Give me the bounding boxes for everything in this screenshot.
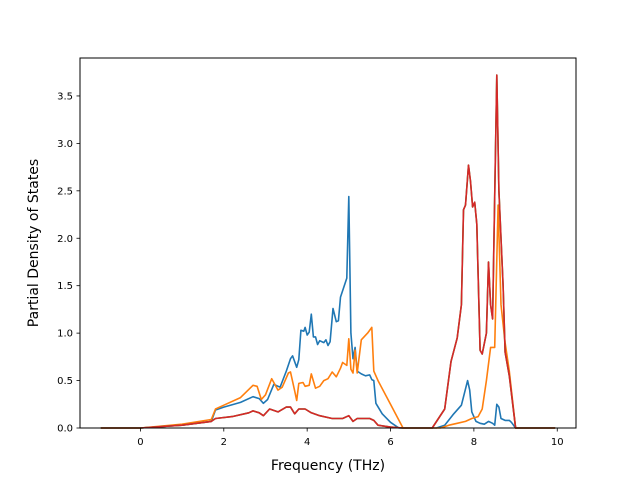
y-tick-label: 2.0 — [57, 234, 73, 245]
x-axis: 0 2 4 6 8 10 — [137, 428, 564, 448]
y-tick-label: 3.0 — [57, 139, 73, 150]
y-axis-title: Partial Density of States — [26, 159, 42, 327]
x-tick-label: 2 — [221, 437, 227, 448]
plot-frame — [79, 57, 577, 429]
y-tick-label: 1.5 — [57, 281, 73, 292]
x-tick-label: 0 — [137, 437, 143, 448]
y-axis: 0.0 0.5 1.0 1.5 2.0 2.5 3.0 3.5 — [57, 91, 80, 435]
y-tick-label: 2.5 — [57, 186, 73, 197]
y-tick-label: 3.5 — [57, 91, 73, 102]
x-tick-label: 4 — [304, 437, 310, 448]
series-line-4 — [100, 74, 556, 429]
y-tick-label: 0.0 — [57, 424, 73, 435]
x-axis-title: Frequency (THz) — [271, 458, 385, 474]
series-line-1 — [100, 195, 556, 429]
y-tick-label: 0.5 — [57, 376, 73, 387]
x-tick-label: 10 — [551, 437, 564, 448]
x-tick-label: 6 — [387, 437, 393, 448]
series-line-2 — [100, 204, 556, 429]
series-group — [100, 74, 556, 429]
x-tick-label: 8 — [471, 437, 477, 448]
y-tick-label: 1.0 — [57, 329, 73, 340]
